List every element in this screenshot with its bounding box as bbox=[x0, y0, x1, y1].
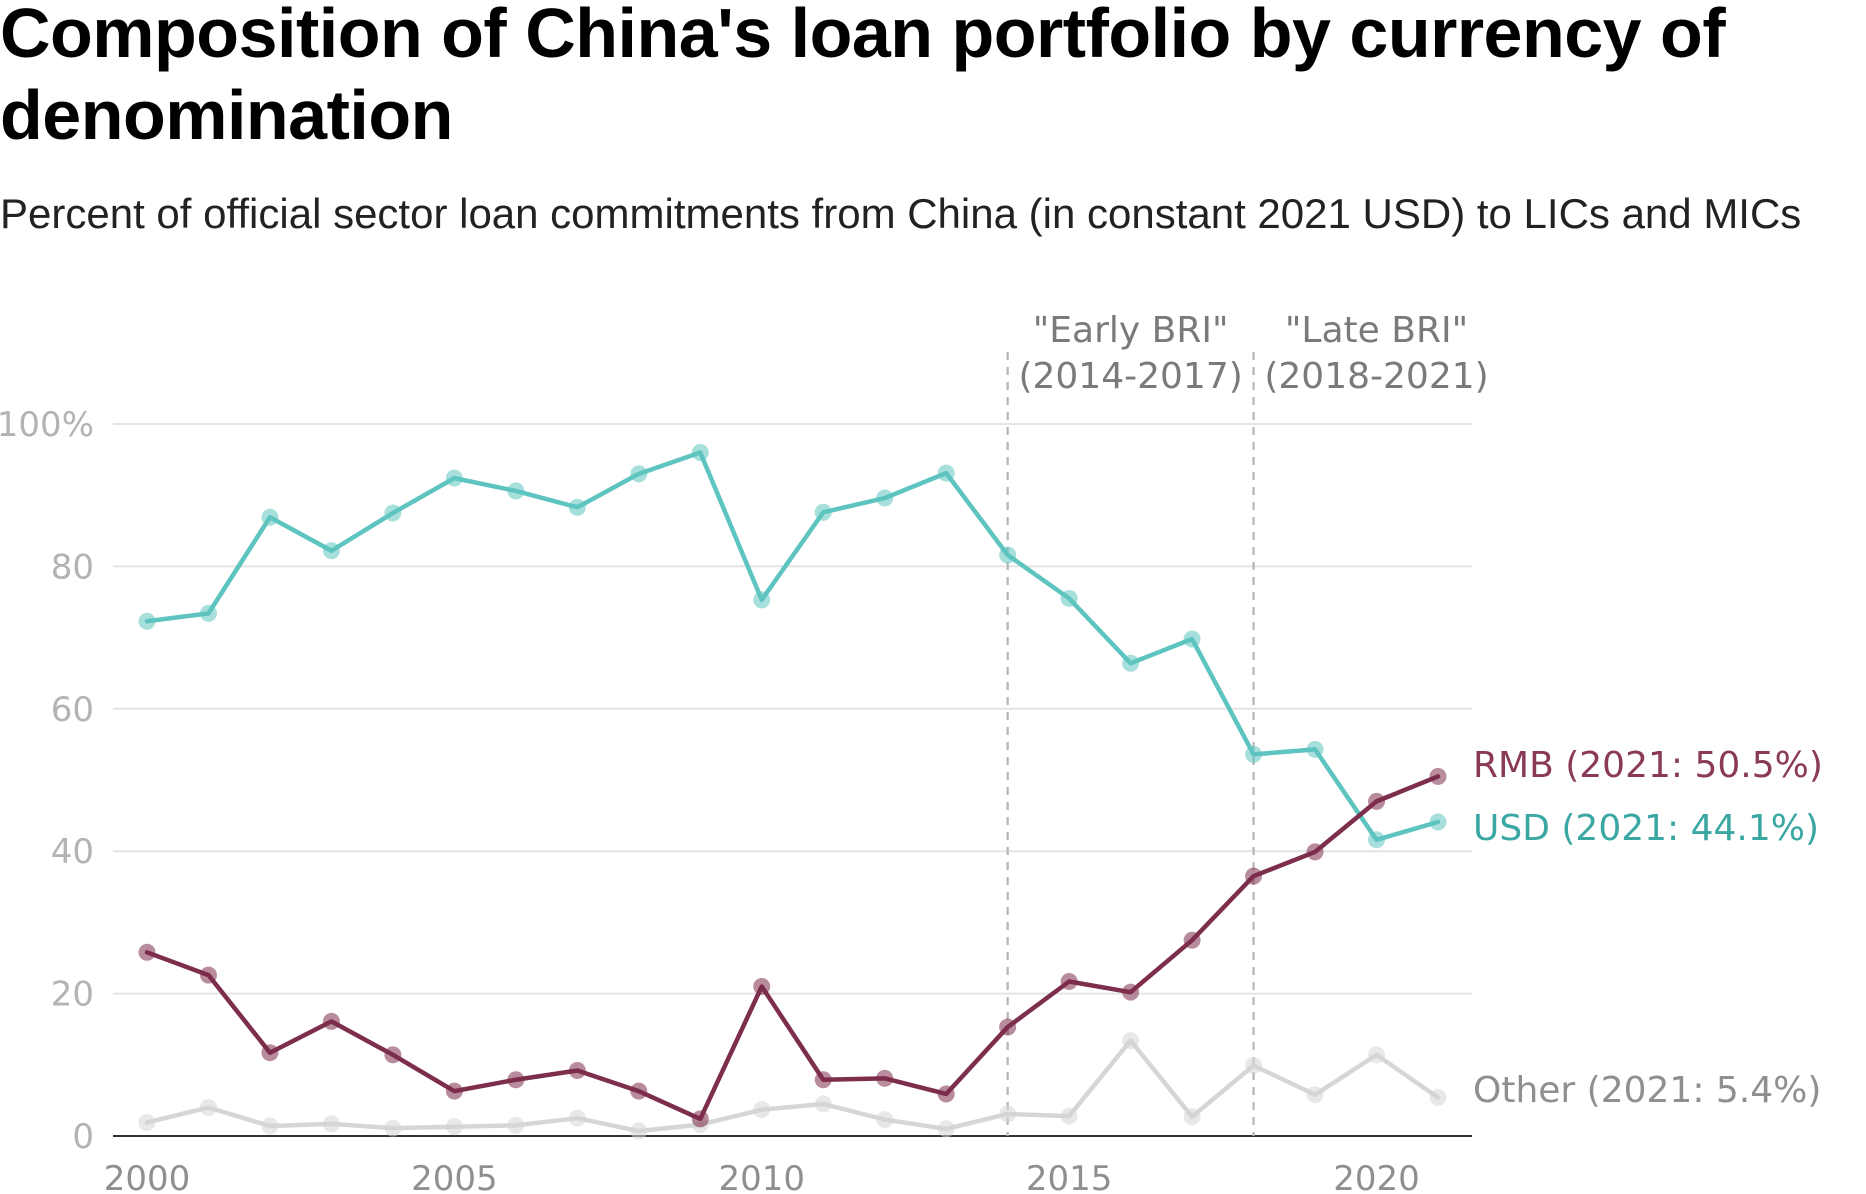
data-point-other bbox=[445, 1118, 463, 1136]
data-point-rmb bbox=[568, 1061, 586, 1079]
data-point-usd bbox=[937, 464, 955, 482]
data-point-other bbox=[507, 1116, 525, 1134]
series-rmb bbox=[138, 767, 1447, 1128]
data-point-rmb bbox=[691, 1110, 709, 1128]
data-point-usd bbox=[1429, 813, 1447, 831]
gridlines bbox=[113, 423, 1472, 1137]
data-point-rmb bbox=[445, 1082, 463, 1100]
data-point-usd bbox=[1245, 745, 1263, 763]
data-point-other bbox=[753, 1101, 771, 1119]
period-label-name: "Early BRI" bbox=[1033, 310, 1229, 351]
data-point-other bbox=[1245, 1057, 1263, 1075]
data-point-usd bbox=[261, 508, 279, 526]
data-point-usd bbox=[753, 591, 771, 609]
data-point-other bbox=[138, 1113, 156, 1131]
chart-title: Composition of China's loan portfolio by… bbox=[0, 0, 1726, 154]
x-tick-label: 2005 bbox=[411, 1159, 498, 1194]
x-tick-label: 2010 bbox=[718, 1159, 805, 1194]
data-point-usd bbox=[138, 612, 156, 630]
series-label-rmb: RMB (2021: 50.5%) bbox=[1473, 745, 1823, 786]
data-point-rmb bbox=[507, 1071, 525, 1089]
data-point-usd bbox=[445, 469, 463, 487]
data-point-rmb bbox=[1368, 792, 1386, 810]
series-label-usd: USD (2021: 44.1%) bbox=[1473, 808, 1819, 849]
data-point-other bbox=[1429, 1089, 1447, 1107]
data-point-rmb bbox=[261, 1044, 279, 1062]
data-point-other bbox=[1122, 1032, 1140, 1050]
data-point-usd bbox=[814, 503, 832, 521]
series-line-rmb bbox=[144, 774, 1441, 1122]
data-point-other bbox=[199, 1099, 217, 1117]
x-tick-label: 2000 bbox=[104, 1159, 191, 1194]
data-point-other bbox=[630, 1122, 648, 1140]
series-line-other bbox=[144, 1038, 1441, 1134]
data-point-other bbox=[1060, 1107, 1078, 1125]
series-line-usd bbox=[144, 450, 1441, 843]
y-tick-label: 40 bbox=[51, 832, 94, 872]
data-point-other bbox=[1368, 1046, 1386, 1064]
data-point-other bbox=[1306, 1086, 1324, 1104]
data-point-rmb bbox=[814, 1071, 832, 1089]
data-point-other bbox=[384, 1119, 402, 1137]
data-point-usd bbox=[1306, 740, 1324, 758]
period-annotations: "Early BRI" (2014-2017) "Late BRI" (2018-20… bbox=[1006, 310, 1489, 1136]
data-point-other bbox=[999, 1105, 1017, 1123]
data-point-usd bbox=[876, 489, 894, 507]
y-tick-label: 20 bbox=[51, 975, 94, 1015]
data-point-usd bbox=[691, 443, 709, 461]
x-tick-label: 2015 bbox=[1026, 1159, 1113, 1194]
series-other bbox=[138, 1032, 1447, 1140]
period-label-years: (2014-2017) bbox=[1018, 356, 1242, 397]
data-point-rmb bbox=[630, 1082, 648, 1100]
x-axis: 2000 2005 2010 2015 2020 bbox=[104, 1159, 1420, 1194]
data-point-rmb bbox=[1183, 931, 1201, 949]
data-point-rmb bbox=[138, 943, 156, 961]
data-point-usd bbox=[1122, 654, 1140, 672]
data-point-rmb bbox=[1429, 767, 1447, 785]
chart-subtitle: Percent of official sector loan commitme… bbox=[0, 190, 1802, 237]
data-point-usd bbox=[630, 465, 648, 483]
data-point-usd bbox=[507, 482, 525, 500]
period-label-name: "Late BRI" bbox=[1285, 310, 1468, 351]
y-tick-label: 0 bbox=[72, 1117, 94, 1157]
data-point-usd bbox=[999, 546, 1017, 564]
data-point-rmb bbox=[384, 1046, 402, 1064]
data-point-usd bbox=[384, 504, 402, 522]
data-point-other bbox=[937, 1120, 955, 1138]
data-point-rmb bbox=[1122, 983, 1140, 1001]
data-point-usd bbox=[1183, 630, 1201, 648]
data-point-usd bbox=[199, 604, 217, 622]
data-point-usd bbox=[1060, 589, 1078, 607]
data-point-rmb bbox=[1060, 972, 1078, 990]
data-point-rmb bbox=[876, 1069, 894, 1087]
x-tick-label: 2020 bbox=[1333, 1159, 1420, 1194]
data-point-other bbox=[261, 1117, 279, 1135]
data-point-other bbox=[876, 1111, 894, 1129]
data-point-usd bbox=[322, 542, 340, 560]
data-point-rmb bbox=[1306, 843, 1324, 861]
data-point-rmb bbox=[322, 1012, 340, 1030]
data-point-other bbox=[814, 1095, 832, 1113]
data-point-usd bbox=[1368, 831, 1386, 849]
period-label-years: (2018-2021) bbox=[1264, 356, 1488, 397]
y-tick-label: 80 bbox=[51, 547, 94, 587]
y-tick-label: 100% bbox=[0, 405, 94, 445]
series-label-other: Other (2021: 5.4%) bbox=[1473, 1070, 1821, 1111]
data-point-other bbox=[1183, 1108, 1201, 1126]
data-point-other bbox=[322, 1115, 340, 1133]
y-tick-label: 60 bbox=[51, 690, 94, 730]
series-labels: USD (2021: 44.1%) RMB (2021: 50.5%) Other … bbox=[1473, 745, 1823, 1111]
series bbox=[138, 443, 1447, 1140]
y-axis: 0 20 40 60 80 100% bbox=[0, 405, 94, 1157]
series-usd bbox=[138, 443, 1447, 849]
data-point-other bbox=[568, 1109, 586, 1127]
data-point-rmb bbox=[753, 977, 771, 995]
data-point-rmb bbox=[937, 1085, 955, 1103]
data-point-rmb bbox=[999, 1018, 1017, 1036]
data-point-rmb bbox=[199, 966, 217, 984]
data-point-usd bbox=[568, 498, 586, 516]
data-point-rmb bbox=[1245, 867, 1263, 885]
